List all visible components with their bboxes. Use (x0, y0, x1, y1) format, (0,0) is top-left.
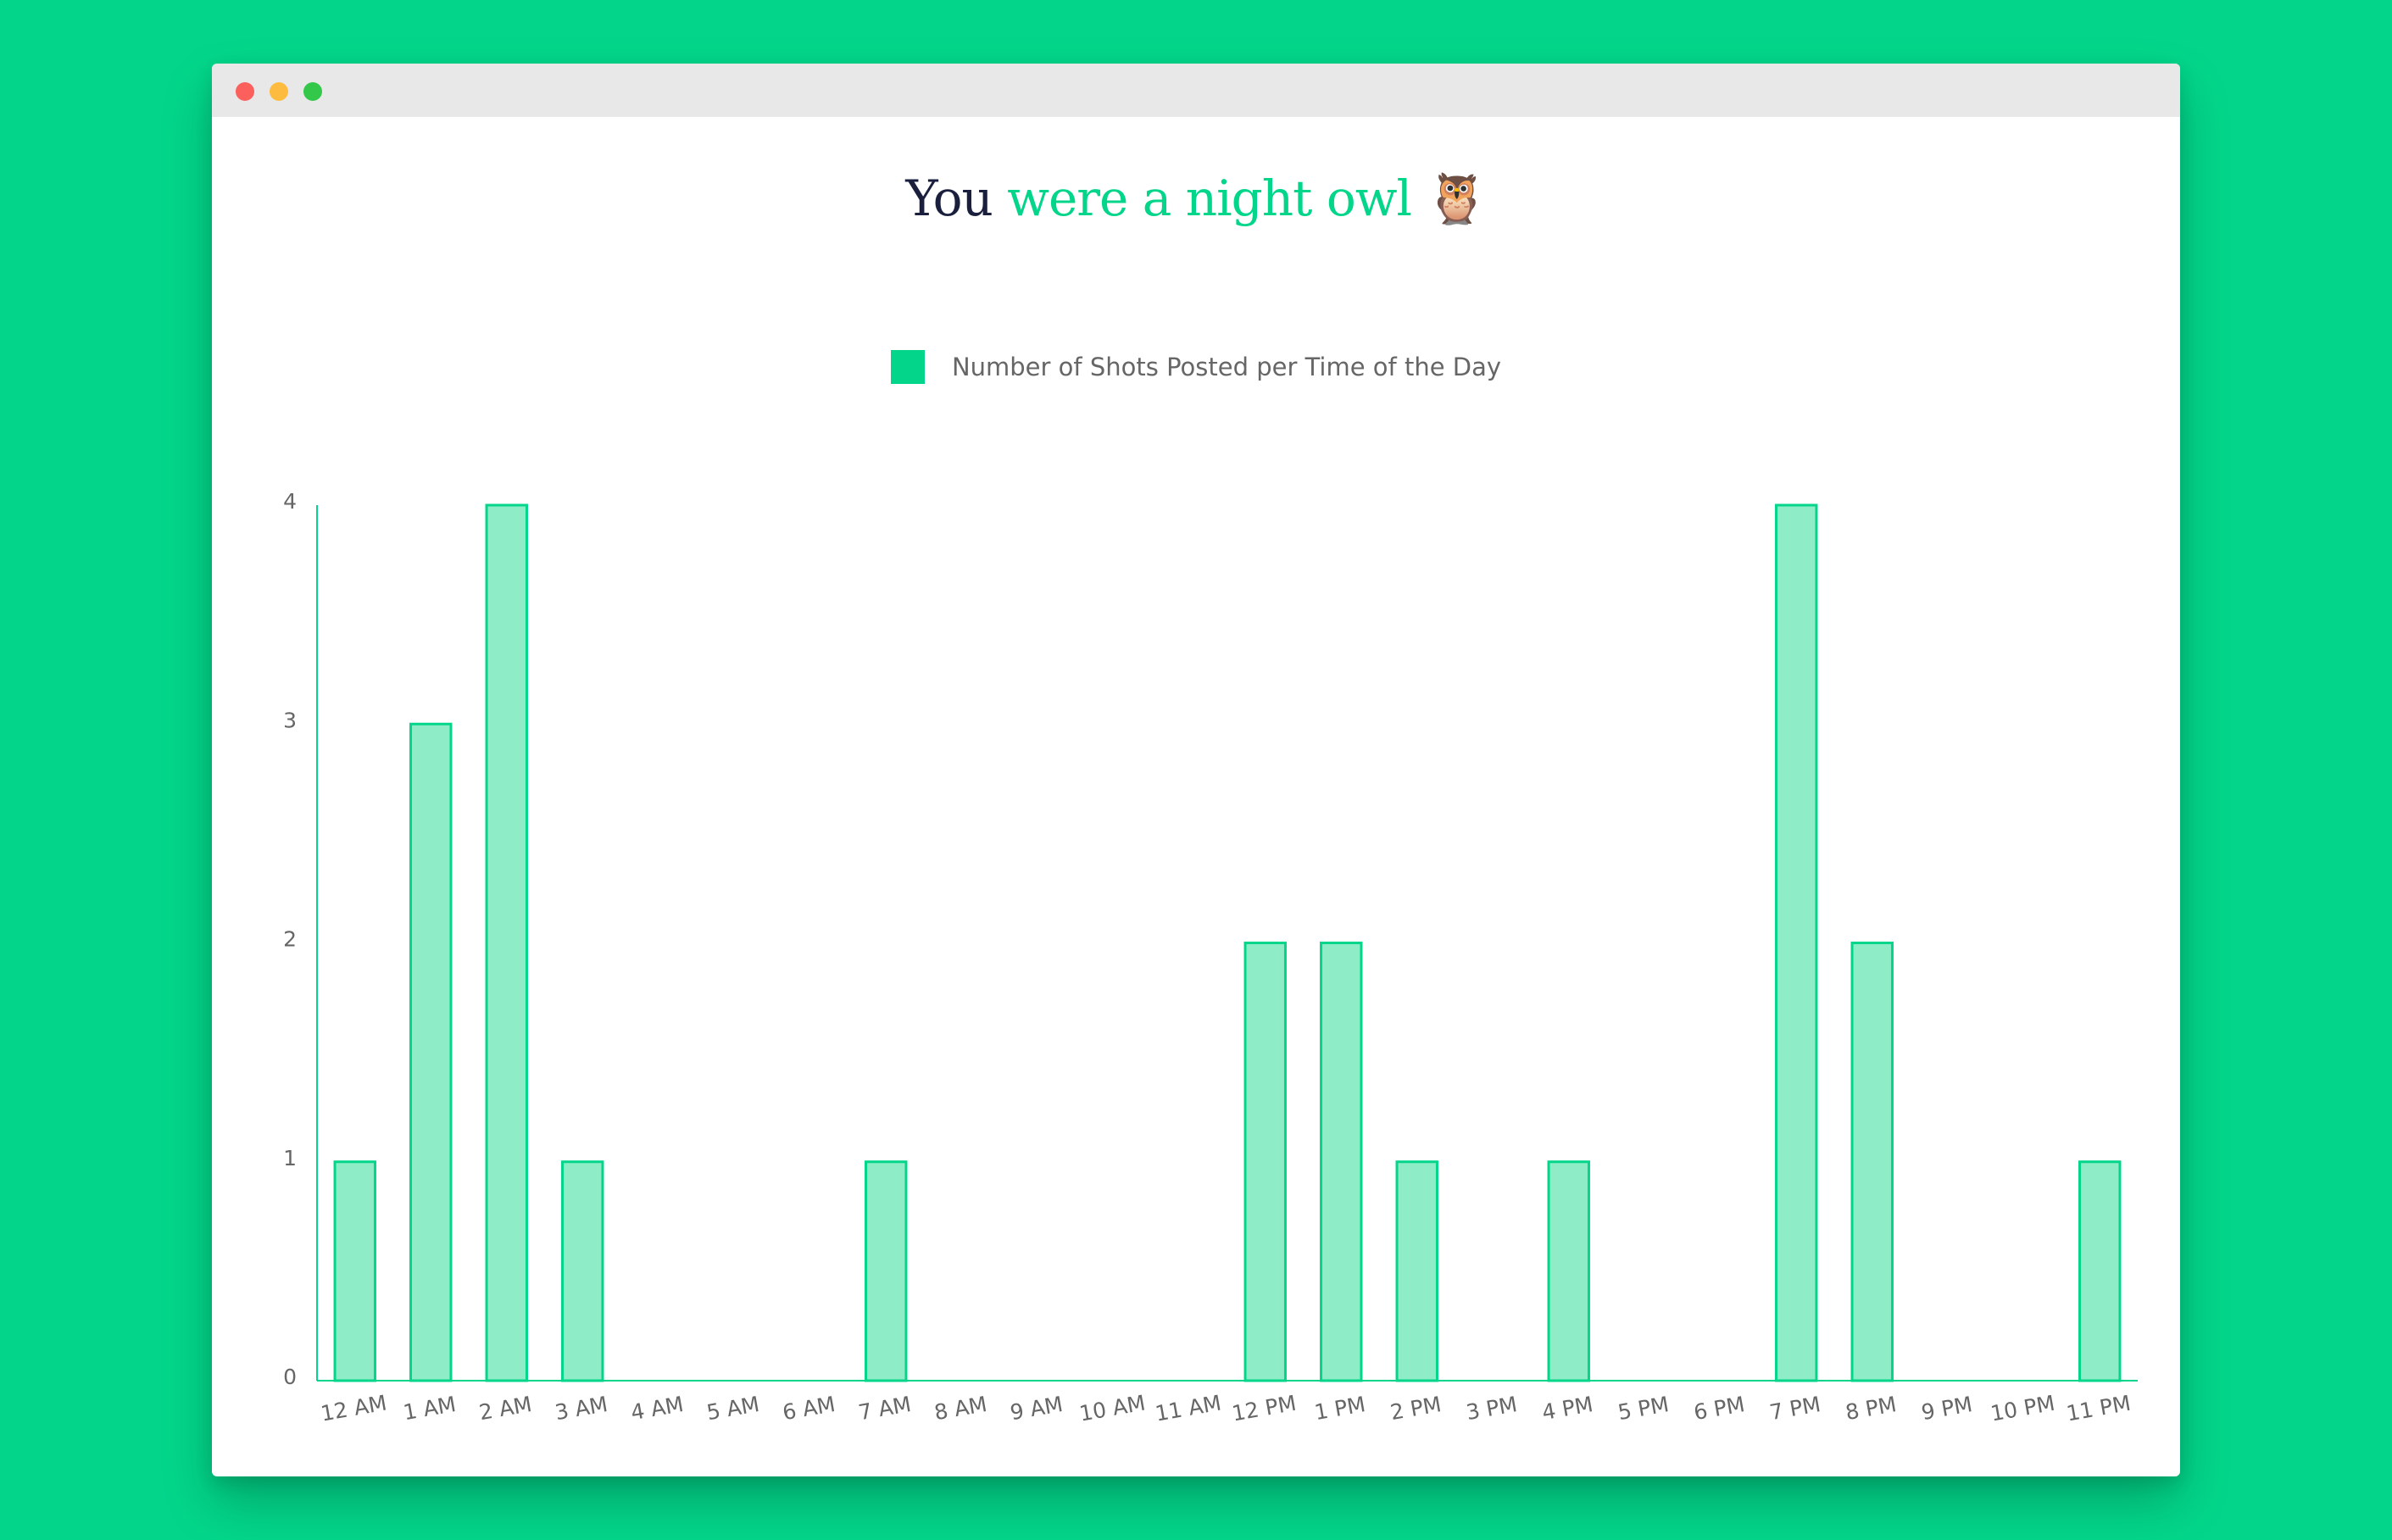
bar-12-am (333, 1160, 376, 1382)
bar-7-pm (1775, 503, 1818, 1382)
x-tick-label: 9 PM (1919, 1392, 1974, 1425)
bar-8-pm (1850, 942, 1894, 1382)
x-tick-label: 6 AM (781, 1392, 837, 1425)
x-tick-label: 2 PM (1388, 1392, 1444, 1425)
x-tick-label: 11 PM (2065, 1391, 2133, 1426)
bar-12-pm (1243, 942, 1287, 1382)
maximize-window-button[interactable] (303, 82, 322, 101)
x-tick-label: 10 PM (1989, 1391, 2056, 1426)
x-tick-label: 2 AM (477, 1392, 534, 1425)
x-tick-label: 3 PM (1464, 1392, 1519, 1425)
x-tick-label: 1 AM (401, 1392, 458, 1425)
x-tick-label: 8 AM (932, 1392, 989, 1425)
x-tick-label: 1 PM (1312, 1392, 1367, 1425)
bar-2-am (485, 503, 528, 1382)
browser-window: You were a night owl 🦉 Number of Shots P… (212, 64, 2180, 1476)
x-tick-label: 5 PM (1616, 1392, 1671, 1425)
x-tick-label: 3 AM (553, 1392, 609, 1425)
x-tick-label: 12 PM (1230, 1391, 1298, 1426)
y-tick-label: 3 (283, 708, 297, 732)
x-tick-label: 4 AM (629, 1392, 686, 1425)
bar-1-pm (1320, 942, 1363, 1382)
bar-3-am (561, 1160, 604, 1382)
x-tick-label: 11 AM (1154, 1391, 1223, 1426)
bar-7-am (865, 1160, 908, 1382)
bar-4-pm (1547, 1160, 1590, 1382)
x-tick-label: 7 PM (1767, 1392, 1822, 1425)
y-tick-label: 1 (283, 1146, 297, 1170)
chart-legend: Number of Shots Posted per Time of the D… (212, 350, 2180, 384)
y-tick-label: 0 (283, 1365, 297, 1389)
y-tick-label: 2 (283, 927, 297, 952)
legend-label: Number of Shots Posted per Time of the D… (951, 353, 1502, 381)
x-tick-label: 9 AM (1008, 1392, 1065, 1425)
x-tick-label: 12 AM (319, 1391, 388, 1426)
x-tick-label: 4 PM (1540, 1392, 1595, 1425)
title-lead: You (905, 170, 993, 227)
title-highlight: were a night owl (1007, 170, 1412, 227)
bar-chart: 0 1 2 3 4 12 AM 1 AM 2 AM 3 AM 4 AM 5 AM 6 AM 7 AM 8 … (283, 489, 2138, 1426)
x-tick-label: 7 AM (856, 1392, 913, 1425)
page-title: You were a night owl 🦉 (212, 174, 2180, 223)
y-tick-label: 4 (283, 489, 297, 514)
legend-swatch (890, 350, 925, 384)
x-tick-label: 10 AM (1077, 1391, 1147, 1426)
x-tick-label: 6 PM (1692, 1392, 1747, 1425)
bar-11-pm (2078, 1160, 2122, 1382)
minimize-window-button[interactable] (270, 82, 288, 101)
bar-1-am (409, 722, 453, 1382)
bar-2-pm (1395, 1160, 1438, 1382)
x-tick-label: 5 AM (704, 1392, 761, 1425)
owl-icon: 🦉 (1426, 170, 1487, 227)
close-window-button[interactable] (236, 82, 254, 101)
window-titlebar (212, 64, 2180, 117)
x-tick-label: 8 PM (1844, 1392, 1899, 1425)
